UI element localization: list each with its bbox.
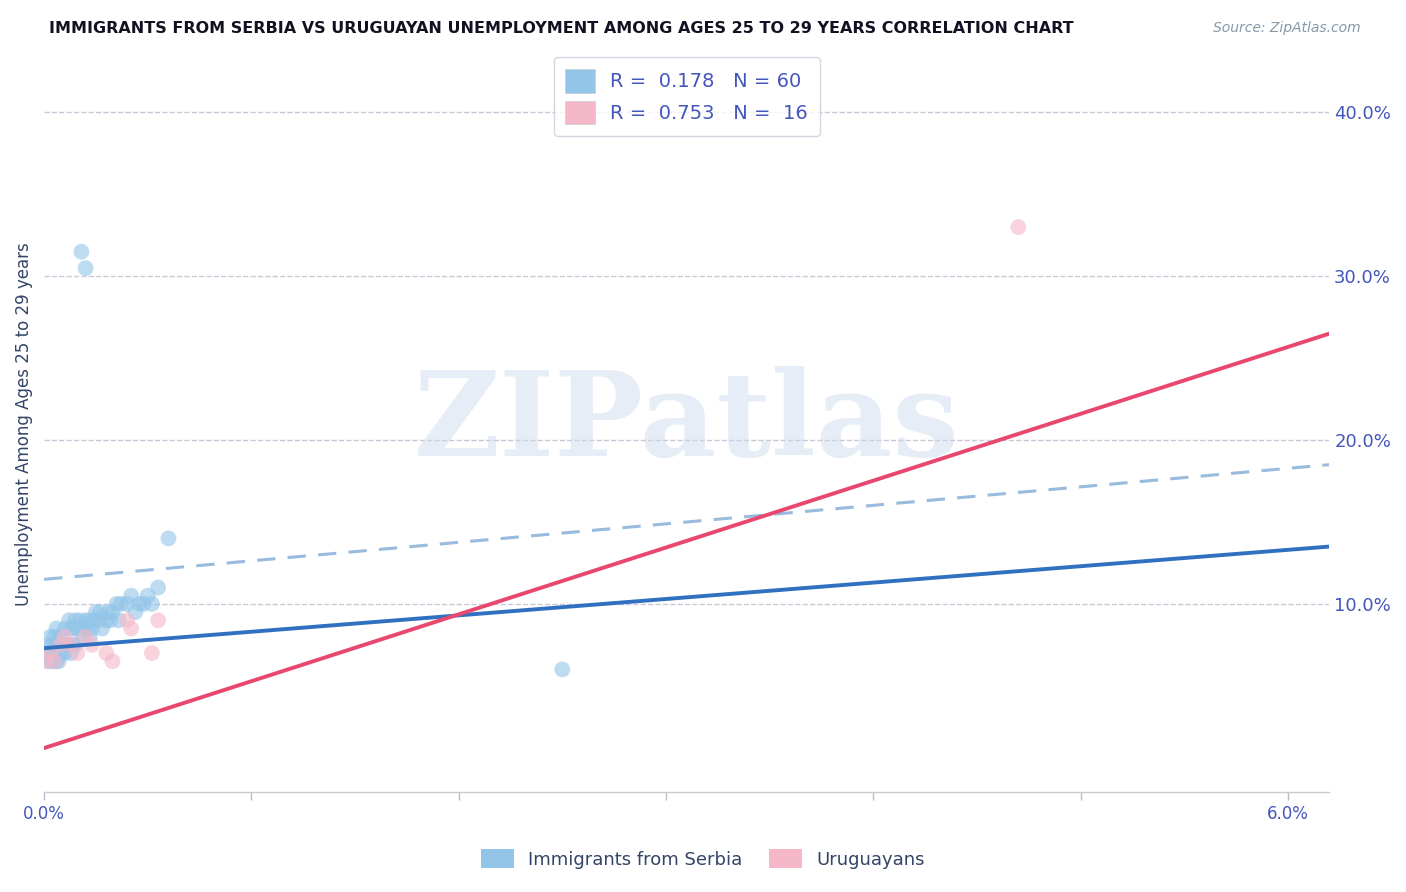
Point	[56, 638, 79, 652]
Point	[58, 638, 80, 652]
Point	[63, 613, 86, 627]
Point	[120, 589, 142, 603]
Point	[53, 622, 76, 636]
Point	[39, 646, 62, 660]
Point	[44, 630, 66, 644]
Point	[62, 638, 84, 652]
Point	[80, 622, 103, 636]
Point	[60, 646, 83, 660]
Point	[48, 638, 70, 652]
Point	[83, 613, 105, 627]
Point	[63, 638, 86, 652]
Point	[44, 654, 66, 668]
Point	[110, 597, 132, 611]
Point	[62, 622, 84, 636]
Point	[39, 646, 62, 660]
Point	[75, 630, 97, 644]
Point	[79, 630, 101, 644]
Point	[49, 630, 72, 644]
Point	[141, 646, 163, 660]
Point	[72, 630, 94, 644]
Point	[75, 261, 97, 276]
Text: IMMIGRANTS FROM SERBIA VS URUGUAYAN UNEMPLOYMENT AMONG AGES 25 TO 29 YEARS CORRE: IMMIGRANTS FROM SERBIA VS URUGUAYAN UNEM…	[49, 21, 1074, 37]
Point	[105, 597, 128, 611]
Point	[89, 605, 111, 619]
Point	[35, 646, 58, 660]
Point	[60, 622, 83, 636]
Point	[87, 613, 110, 627]
Point	[97, 605, 120, 619]
Point	[37, 638, 59, 652]
Point	[91, 622, 114, 636]
Point	[1007, 220, 1029, 235]
Point	[136, 589, 159, 603]
Point	[115, 597, 138, 611]
Point	[80, 638, 103, 652]
Text: Source: ZipAtlas.com: Source: ZipAtlas.com	[1213, 21, 1361, 36]
Point	[37, 654, 59, 668]
Point	[60, 638, 83, 652]
Point	[551, 662, 574, 676]
Point	[49, 638, 72, 652]
Point	[67, 613, 90, 627]
Point	[128, 597, 150, 611]
Point	[100, 613, 122, 627]
Point	[75, 613, 97, 627]
Point	[132, 597, 155, 611]
Point	[53, 630, 76, 644]
Point	[146, 581, 169, 595]
Point	[39, 630, 62, 644]
Point	[44, 646, 66, 660]
Point	[70, 244, 93, 259]
Point	[96, 613, 118, 627]
Point	[35, 654, 58, 668]
Point	[53, 646, 76, 660]
Point	[49, 646, 72, 660]
Point	[41, 654, 63, 668]
Legend: Immigrants from Serbia, Uruguayans: Immigrants from Serbia, Uruguayans	[474, 842, 932, 876]
Point	[124, 605, 146, 619]
Point	[52, 638, 75, 652]
Point	[48, 654, 70, 668]
Point	[146, 613, 169, 627]
Point	[141, 597, 163, 611]
Point	[66, 646, 89, 660]
Point	[115, 613, 138, 627]
Point	[45, 622, 67, 636]
Point	[157, 532, 180, 546]
Point	[101, 605, 124, 619]
Point	[45, 654, 67, 668]
Point	[58, 613, 80, 627]
Point	[107, 613, 129, 627]
Point	[96, 646, 118, 660]
Point	[84, 605, 107, 619]
Point	[41, 638, 63, 652]
Point	[120, 622, 142, 636]
Y-axis label: Unemployment Among Ages 25 to 29 years: Unemployment Among Ages 25 to 29 years	[15, 242, 32, 606]
Point	[70, 622, 93, 636]
Point	[66, 622, 89, 636]
Point	[76, 622, 98, 636]
Point	[101, 654, 124, 668]
Text: ZIPatlas: ZIPatlas	[413, 367, 960, 481]
Point	[79, 613, 101, 627]
Legend: R =  0.178   N = 60, R =  0.753   N =  16: R = 0.178 N = 60, R = 0.753 N = 16	[554, 57, 820, 136]
